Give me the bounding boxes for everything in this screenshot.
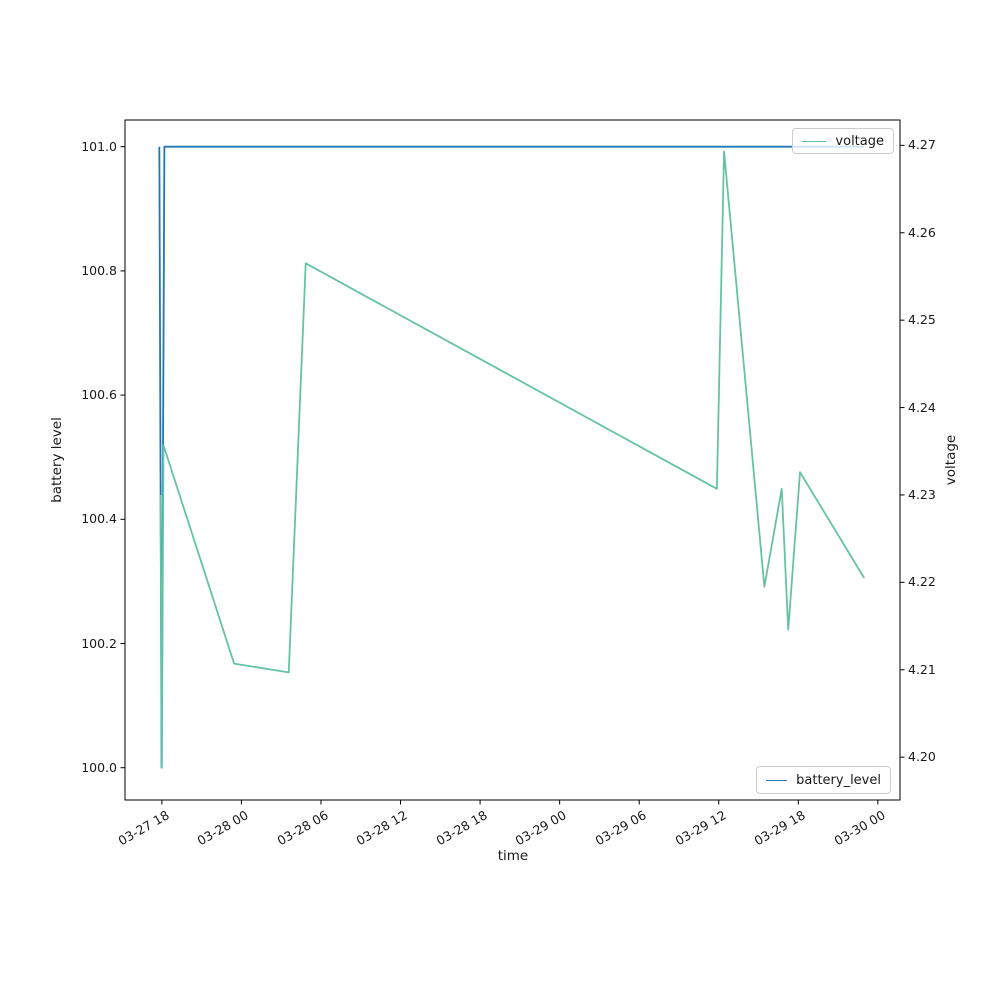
right-tick-label: 4.21 [908, 661, 936, 677]
right-tick-label: 4.27 [908, 137, 936, 153]
x-axis-title: time [497, 848, 529, 864]
left-tick-label: 100.0 [81, 759, 117, 775]
right-tick-label: 4.20 [908, 748, 936, 764]
legend-battery-level-label: battery_level [796, 772, 881, 788]
right-tick-label: 4.23 [908, 486, 936, 502]
right-tick-label: 4.25 [908, 311, 936, 327]
right-axis-title: voltage [943, 434, 959, 486]
voltage-line [159, 150, 865, 769]
legend-voltage-label: voltage [835, 133, 884, 149]
right-tick-label: 4.22 [908, 574, 936, 590]
battery-level-line-sample [766, 779, 788, 781]
legend-voltage: voltage [792, 128, 894, 154]
right-tick-label: 4.26 [908, 224, 936, 240]
legend-battery-level: battery_level [756, 766, 891, 794]
right-tick-label: 4.24 [908, 399, 936, 415]
plot-border [124, 119, 901, 801]
battery-level-line [158, 145, 865, 769]
left-tick-label: 100.6 [81, 386, 117, 402]
left-tick-label: 100.8 [81, 262, 117, 278]
left-tick-label: 100.2 [81, 635, 117, 651]
left-axis-title: battery level [49, 417, 65, 503]
voltage-line-sample [802, 140, 827, 142]
left-tick-label: 100.4 [81, 511, 117, 527]
left-tick-label: 101.0 [81, 138, 117, 154]
